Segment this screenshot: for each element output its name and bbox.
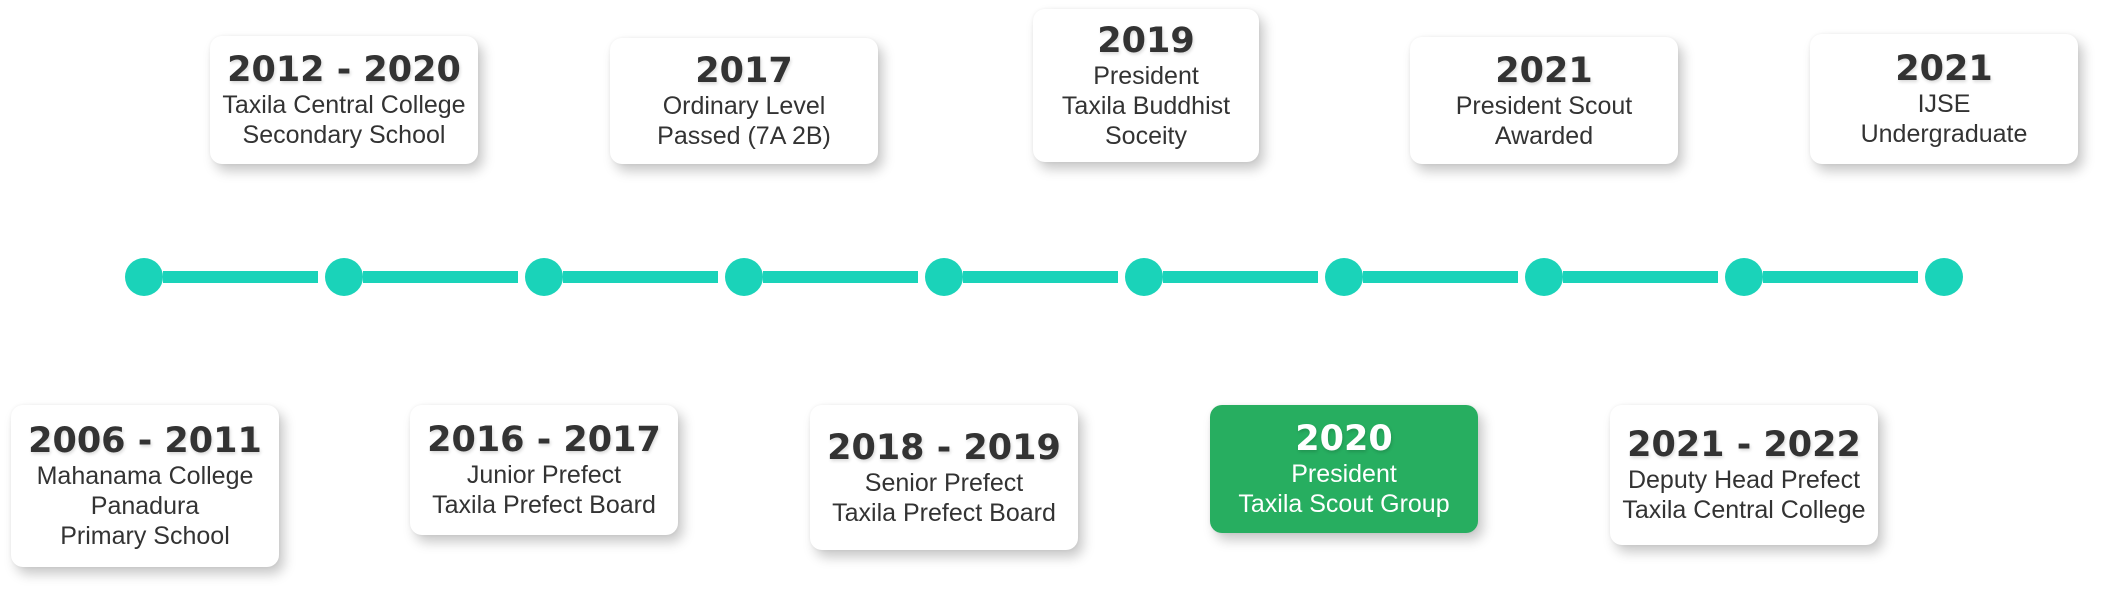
timeline-card-bottom: 2016 - 2017 Junior Prefect Taxila Prefec… — [410, 405, 678, 535]
card-year: 2018 - 2019 — [827, 427, 1061, 468]
timeline-segment — [163, 271, 318, 283]
timeline-segment — [763, 271, 918, 283]
timeline-card-top: 2021 President Scout Awarded — [1410, 37, 1678, 164]
card-year: 2019 — [1097, 20, 1195, 61]
card-text: IJSE — [1917, 90, 1971, 118]
timeline-node — [1725, 258, 1763, 296]
timeline-node — [1325, 258, 1363, 296]
card-text: Deputy Head Prefect — [1627, 466, 1861, 494]
timeline-card-bottom: 2018 - 2019 Senior Prefect Taxila Prefec… — [810, 405, 1078, 550]
timeline-card-top: 2012 - 2020 Taxila Central College Secon… — [210, 36, 478, 164]
card-text: President — [1291, 460, 1397, 488]
card-text: Ordinary Level — [662, 92, 826, 120]
timeline-card-top: 2021 IJSE Undergraduate — [1810, 34, 2078, 164]
timeline-node — [1925, 258, 1963, 296]
card-text: Taxila Central College — [222, 91, 466, 119]
card-text: Taxila Scout Group — [1238, 490, 1450, 518]
card-text: Taxila Prefect Board — [432, 491, 656, 519]
timeline-segment — [1363, 271, 1518, 283]
card-year: 2016 - 2017 — [427, 420, 661, 460]
card-text: Senior Prefect — [864, 468, 1024, 497]
timeline-card-highlighted: 2020 President Taxila Scout Group — [1210, 405, 1478, 533]
card-year: 2006 - 2011 — [28, 421, 262, 461]
timeline-node — [125, 258, 163, 296]
timeline-node — [725, 258, 763, 296]
card-text: Mahanama College — [36, 462, 254, 490]
timeline-node — [1525, 258, 1563, 296]
timeline-segment — [963, 271, 1118, 283]
card-year: 2021 — [1495, 50, 1593, 91]
card-text: Awarded — [1494, 121, 1594, 150]
timeline-segment — [363, 271, 518, 283]
card-text: Taxila Buddhist — [1061, 91, 1231, 120]
card-text: Primary School — [60, 522, 230, 550]
card-year: 2021 — [1895, 49, 1993, 89]
card-text: Taxila Central College — [1622, 496, 1866, 524]
card-text: Taxila Prefect Board — [832, 498, 1056, 527]
card-text: Panadura — [90, 492, 200, 520]
timeline-node — [925, 258, 963, 296]
timeline-node — [325, 258, 363, 296]
timeline-node — [525, 258, 563, 296]
timeline-segment — [1163, 271, 1318, 283]
timeline-node — [1125, 258, 1163, 296]
timeline-card-bottom: 2006 - 2011 Mahanama College Panadura Pr… — [11, 405, 279, 567]
card-text: Secondary School — [242, 121, 446, 149]
card-text: Junior Prefect — [466, 461, 622, 489]
card-year: 2017 — [695, 51, 793, 91]
card-year: 2012 - 2020 — [227, 50, 461, 90]
card-text: Undergraduate — [1860, 120, 2028, 148]
card-text: President Scout — [1455, 91, 1633, 120]
timeline-segment — [563, 271, 718, 283]
timeline-segment — [1563, 271, 1718, 283]
card-year: 2021 - 2022 — [1627, 425, 1861, 465]
timeline-card-top: 2019 President Taxila Buddhist Soceity — [1033, 9, 1259, 162]
card-text: Passed (7A 2B) — [657, 122, 831, 150]
timeline-card-top: 2017 Ordinary Level Passed (7A 2B) — [610, 38, 878, 164]
timeline-card-bottom: 2021 - 2022 Deputy Head Prefect Taxila C… — [1610, 405, 1878, 545]
card-text: President — [1093, 61, 1199, 90]
card-year: 2020 — [1295, 419, 1393, 459]
timeline-segment — [1763, 271, 1918, 283]
card-text: Soceity — [1105, 121, 1187, 150]
